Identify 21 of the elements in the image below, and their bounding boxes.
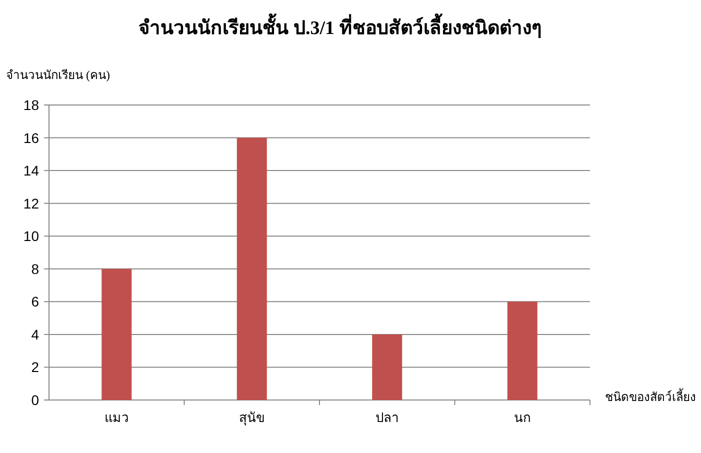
x-tick-label: สุนัข: [238, 410, 265, 426]
y-tick-label: 8: [31, 260, 40, 277]
bar: [507, 302, 538, 400]
y-tick-label: 14: [23, 162, 40, 179]
y-tick-label: 4: [31, 326, 40, 342]
x-tick-label: ปลา: [376, 410, 399, 425]
y-tick-label: 16: [23, 130, 40, 146]
y-tick-label: 6: [31, 294, 40, 310]
bar: [236, 138, 267, 400]
y-tick-label: 18: [23, 97, 40, 113]
bar: [102, 268, 132, 400]
y-tick-label: 2: [31, 359, 40, 376]
x-axis-title: ชนิดของสัตว์เลี้ยง: [605, 388, 696, 404]
x-tick-label: แมว: [104, 410, 129, 425]
y-tick-label: 10: [23, 228, 40, 244]
y-axis-title: จำนวนนักเรียน (คน): [6, 68, 110, 82]
y-tick-label: 12: [23, 195, 40, 212]
x-tick-label: นก: [514, 410, 531, 425]
y-tick-label: 0: [31, 392, 40, 408]
bar: [372, 334, 402, 400]
chart-title: จำนวนนักเรียนชั้น ป.3/1 ที่ชอบสัตว์เลี้ยงชนิดต่างๆ: [138, 13, 542, 39]
